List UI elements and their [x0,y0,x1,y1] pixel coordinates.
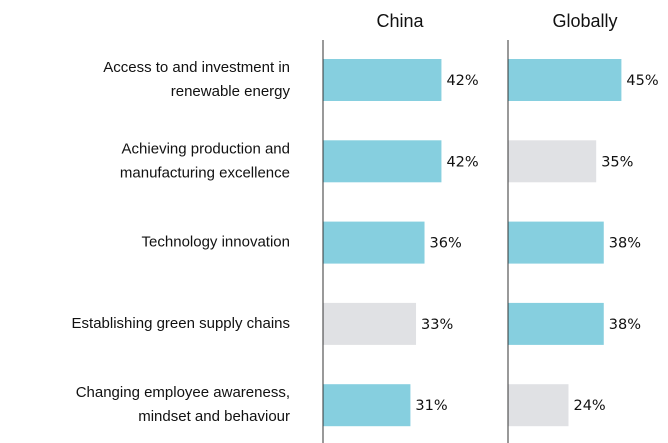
bar [508,140,597,183]
value-label: 33% [421,317,453,333]
value-label: 38% [609,317,641,333]
value-label: 42% [446,73,478,89]
category-label: manufacturing excellence [120,164,290,181]
bar [323,221,425,264]
category-label: Establishing green supply chains [72,315,290,332]
value-label: 31% [415,398,447,414]
value-label: 38% [609,236,641,252]
value-label: 24% [573,398,605,414]
bar [323,384,411,427]
value-label: 36% [430,236,462,252]
bar [508,384,569,427]
category-label: Changing employee awareness, [76,384,290,401]
category-label: Achieving production and [122,140,290,157]
category-label: Access to and investment in [103,59,290,76]
category-label: renewable energy [171,83,291,100]
value-label: 35% [601,154,633,170]
bar [508,221,604,264]
panel-header: China [376,11,424,31]
value-label: 45% [626,73,658,89]
value-label: 42% [446,154,478,170]
category-label: mindset and behaviour [138,408,290,425]
bar [323,302,417,345]
bar [508,302,604,345]
category-label: Technology innovation [142,234,290,251]
bar [508,59,622,101]
bar [323,140,442,183]
bar [323,59,442,101]
panel-header: Globally [552,11,617,31]
